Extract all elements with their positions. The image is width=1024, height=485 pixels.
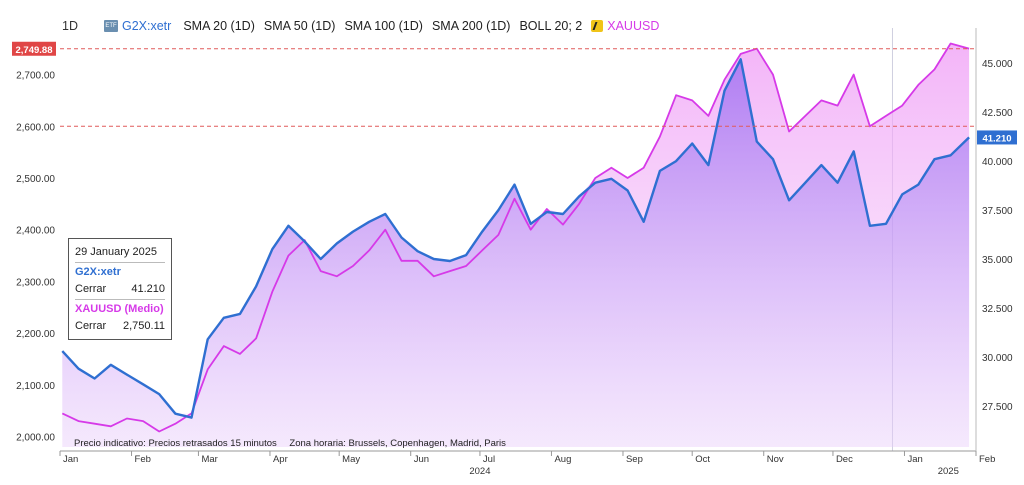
right-price-badge xyxy=(977,130,1017,145)
left-tick-label: 2,000.00 xyxy=(16,433,55,444)
g2x-area xyxy=(62,59,970,448)
tooltip-series2-label: Cerrar xyxy=(75,320,107,332)
month-label: Feb xyxy=(135,454,151,465)
tooltip-series1-label: Cerrar xyxy=(75,283,107,295)
month-label: May xyxy=(342,454,360,465)
year-label-2025: 2025 xyxy=(938,466,959,477)
month-label: Oct xyxy=(695,454,710,465)
month-label: Apr xyxy=(273,454,288,465)
right-tick-label: 37.500 xyxy=(982,206,1013,217)
left-tick-label: 2,700.00 xyxy=(16,71,55,82)
left-tick-label: 2,400.00 xyxy=(16,226,55,237)
indicator-sma-20[interactable]: SMA 20 (1D) xyxy=(183,19,255,33)
gold-symbol-icon xyxy=(591,20,604,32)
left-price-badge-label: 2,749.88 xyxy=(16,45,53,56)
indicator-sma-200[interactable]: SMA 200 (1D) xyxy=(431,19,511,33)
left-tick-label: 2,600.00 xyxy=(16,122,55,133)
month-label: Nov xyxy=(767,454,784,465)
indicator-sma-50[interactable]: SMA 50 (1D) xyxy=(263,19,336,33)
right-tick-label: 45.000 xyxy=(982,59,1013,70)
tooltip-series2-value: 2,750.11 xyxy=(122,320,165,332)
month-label: Mar xyxy=(201,454,217,465)
reference-lines xyxy=(60,48,976,127)
area-fills xyxy=(62,43,970,448)
indicator-boll[interactable]: BOLL 20; 2 xyxy=(519,19,583,33)
g2x-line xyxy=(61,58,970,419)
left-tick-label: 2,100.00 xyxy=(16,381,55,392)
month-label: Jun xyxy=(414,454,429,465)
etf-badge-icon: ETF xyxy=(103,20,118,32)
right-tick-label: 30.000 xyxy=(982,353,1013,364)
month-label: Sep xyxy=(626,454,643,465)
interval-selector[interactable]: 1D xyxy=(62,19,78,33)
right-tick-label: 32.500 xyxy=(982,304,1013,315)
secondary-symbol[interactable]: XAUUSD xyxy=(607,19,660,33)
right-tick-label: 42.500 xyxy=(982,108,1013,119)
tooltip-series1-name: G2X:xetr xyxy=(75,266,121,278)
right-tick-label: 40.000 xyxy=(982,157,1013,168)
year-label: 2024 xyxy=(469,466,490,477)
xauusd-line xyxy=(61,42,970,433)
month-label: Dec xyxy=(836,454,853,465)
month-label: Jan xyxy=(63,454,78,465)
axes: 2,000.00 2,100.00 2,200.00 2,300.00 2,400.00… xyxy=(12,28,1017,477)
primary-symbol[interactable]: G2X:xetr xyxy=(121,19,172,33)
left-tick-label: 2,500.00 xyxy=(16,174,55,185)
month-label: Feb xyxy=(979,454,995,465)
tooltip-date: 29 January 2025 xyxy=(75,246,157,258)
left-tick-label: 2,200.00 xyxy=(16,329,55,340)
month-label: Aug xyxy=(554,454,571,465)
timezone-note: Zona horaria: Brussels, Copenhagen, Madr… xyxy=(289,438,506,449)
footer-note: Precio indicativo: Precios retrasados 15… xyxy=(74,438,516,449)
left-price-badge xyxy=(12,41,56,56)
series-lines xyxy=(61,42,970,433)
crosshair-tooltip: 29 January 2025 G2X:xetr Cerrar 41.210 XA… xyxy=(68,238,172,340)
left-tick-label: 2,300.00 xyxy=(16,277,55,288)
month-label: Jul xyxy=(483,454,495,465)
tooltip-series1-value: 41.210 xyxy=(131,283,165,295)
chart-toolbar: 1D ETF G2X:xetr SMA 20 (1D) SMA 50 (1D) … xyxy=(62,17,668,35)
month-label: Jan xyxy=(907,454,922,465)
indicator-sma-100[interactable]: SMA 100 (1D) xyxy=(344,19,423,33)
right-tick-label: 35.000 xyxy=(982,255,1013,266)
price-delay-note: Precio indicativo: Precios retrasados 15… xyxy=(74,438,277,449)
right-price-badge-label: 41.210 xyxy=(982,133,1011,144)
right-tick-label: 27.500 xyxy=(982,402,1013,413)
tooltip-series2-name: XAUUSD (Medio) xyxy=(75,303,164,315)
